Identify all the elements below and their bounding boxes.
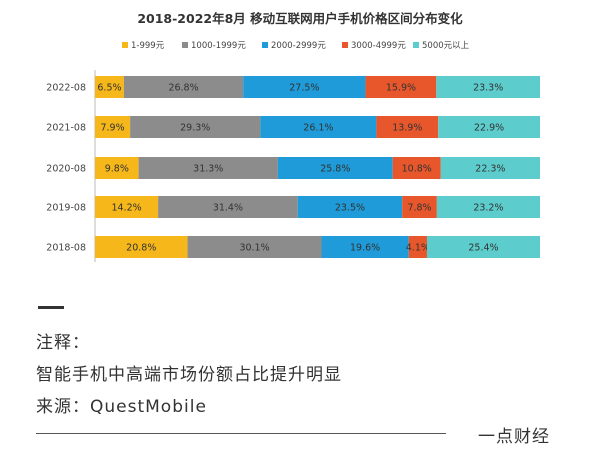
data-label: 23.2% bbox=[473, 203, 503, 214]
legend-entry: 5000元以上 bbox=[422, 41, 470, 51]
notes-divider bbox=[38, 306, 64, 309]
data-label: 15.9% bbox=[386, 83, 416, 94]
legend-swatch bbox=[342, 42, 348, 48]
data-label: 27.5% bbox=[289, 83, 319, 94]
brand-name: 一点财经 bbox=[478, 427, 550, 447]
legend-entry: 3000-4999元 bbox=[351, 41, 406, 51]
data-label: 26.1% bbox=[303, 123, 333, 134]
data-label: 22.3% bbox=[475, 164, 505, 175]
bar-segment bbox=[376, 116, 439, 138]
bar-segment bbox=[95, 157, 139, 179]
bar-segment bbox=[321, 236, 409, 258]
legend-swatch bbox=[122, 42, 128, 48]
data-label: 20.8% bbox=[126, 243, 156, 254]
legend-swatch bbox=[182, 42, 188, 48]
bar-segment bbox=[408, 236, 427, 258]
legend-entry: 2000-2999元 bbox=[271, 41, 326, 51]
legend-entry: 1000-1999元 bbox=[191, 41, 246, 51]
bar-segment bbox=[402, 196, 437, 218]
data-label: 23.3% bbox=[473, 83, 503, 94]
data-label: 30.1% bbox=[239, 243, 269, 254]
bar-segment bbox=[426, 236, 540, 258]
y-tick-label: 2018-08 bbox=[46, 243, 86, 254]
notes-heading: 注释： bbox=[36, 333, 90, 353]
data-label: 26.8% bbox=[168, 83, 198, 94]
data-label: 19.6% bbox=[350, 243, 380, 254]
legend-entry: 1-999元 bbox=[131, 41, 165, 51]
y-tick-label: 2019-08 bbox=[46, 203, 86, 214]
data-label: 14.2% bbox=[111, 203, 141, 214]
bar-segment bbox=[436, 76, 540, 98]
bar-segment bbox=[243, 76, 366, 98]
data-label: 7.8% bbox=[407, 203, 431, 214]
bar-segment bbox=[95, 116, 131, 138]
y-tick-labels: 2022-08 2021-08 2020-08 2019-08 2018-08 bbox=[46, 83, 86, 254]
bar-segment bbox=[392, 157, 441, 179]
notes-body: 智能手机中高端市场份额占比提升明显 bbox=[36, 365, 342, 385]
data-label: 31.4% bbox=[213, 203, 243, 214]
data-label: 25.8% bbox=[320, 164, 350, 175]
bar-segment bbox=[436, 196, 540, 218]
bar-segment bbox=[440, 157, 540, 179]
data-label: 22.9% bbox=[474, 123, 504, 134]
bar-segment bbox=[123, 76, 244, 98]
bar-segment bbox=[438, 116, 540, 138]
data-label: 31.3% bbox=[193, 164, 223, 175]
footer-rule bbox=[36, 433, 446, 434]
bars-group: 6.5% 26.8% 27.5% 15.9% 23.3% 7.9% 29.3% 26.1% 13… bbox=[95, 76, 540, 258]
bar-segment bbox=[95, 196, 159, 218]
bar-segment bbox=[187, 236, 322, 258]
bar-segment bbox=[95, 236, 188, 258]
bar-segment bbox=[158, 196, 298, 218]
chart-legend: 1-999元 1000-1999元 2000-2999元 3000-4999元 5000… bbox=[122, 41, 470, 51]
y-tick-label: 2021-08 bbox=[46, 123, 86, 134]
data-label: 25.4% bbox=[468, 243, 498, 254]
bar-segment bbox=[130, 116, 261, 138]
legend-swatch bbox=[413, 42, 419, 48]
bar-segment bbox=[365, 76, 437, 98]
bar-segment bbox=[138, 157, 278, 179]
data-label: 13.9% bbox=[392, 123, 422, 134]
bar-segment bbox=[277, 157, 393, 179]
bar-segment bbox=[297, 196, 403, 218]
bar-segment bbox=[260, 116, 377, 138]
data-label: 6.5% bbox=[97, 83, 121, 94]
data-label: 7.9% bbox=[100, 123, 124, 134]
data-label: 4.1% bbox=[406, 243, 430, 254]
y-tick-label: 2022-08 bbox=[46, 83, 86, 94]
data-label: 23.5% bbox=[335, 203, 365, 214]
notes-source: 来源：QuestMobile bbox=[36, 397, 207, 417]
stacked-bar-chart: 2018-2022年8月 移动互联网用户手机价格区间分布变化 1-999元 100… bbox=[46, 11, 540, 262]
chart-title: 2018-2022年8月 移动互联网用户手机价格区间分布变化 bbox=[137, 11, 463, 26]
legend-swatch bbox=[262, 42, 268, 48]
bar-segment bbox=[95, 76, 124, 98]
y-tick-label: 2020-08 bbox=[46, 164, 86, 175]
data-label: 29.3% bbox=[180, 123, 210, 134]
data-label: 9.8% bbox=[105, 164, 129, 175]
data-label: 10.8% bbox=[402, 164, 432, 175]
